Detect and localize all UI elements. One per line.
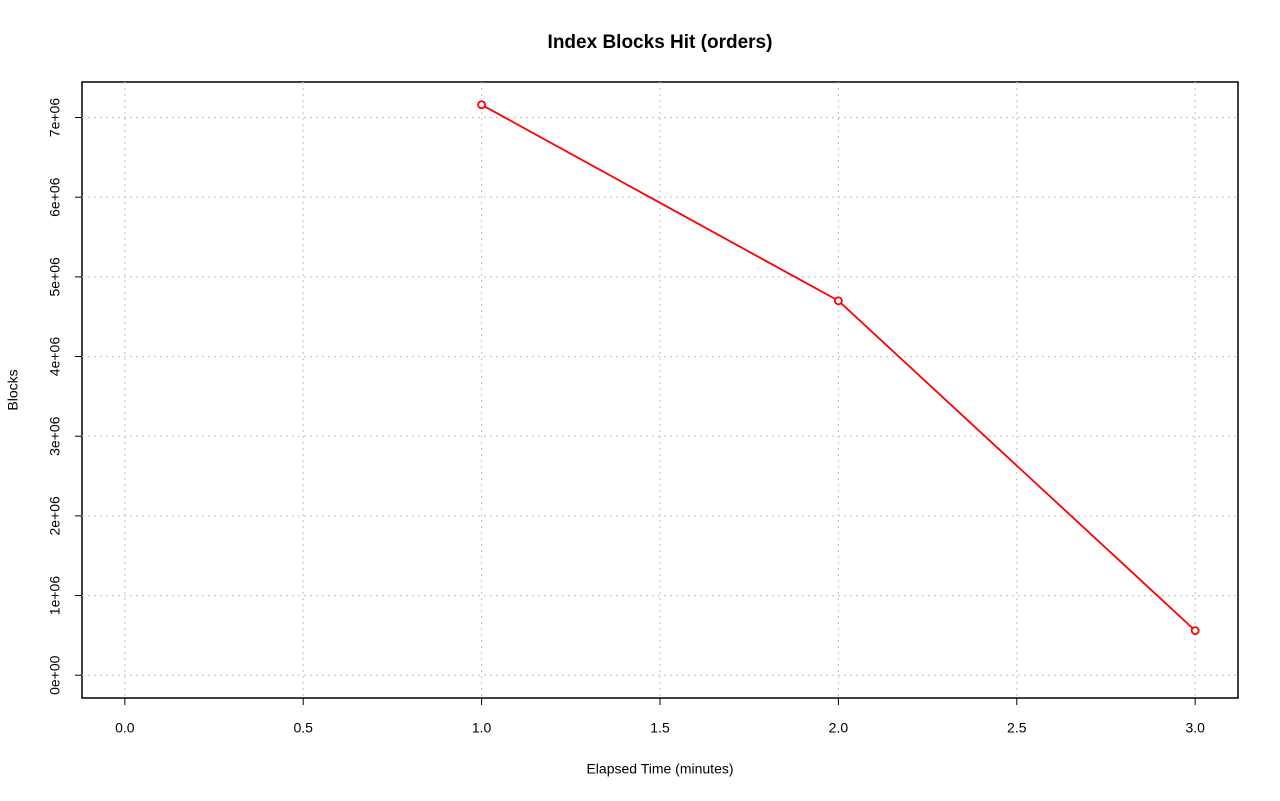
y-tick-label: 1e+06 (47, 576, 63, 616)
y-tick-label: 4e+06 (47, 337, 63, 377)
x-tick-label: 2.0 (829, 720, 849, 736)
x-tick-label: 1.0 (472, 720, 492, 736)
data-point (833, 296, 843, 306)
x-tick-label: 3.0 (1185, 720, 1205, 736)
x-axis-title: Elapsed Time (minutes) (586, 761, 733, 777)
data-point (477, 100, 487, 110)
y-tick-label: 7e+06 (47, 98, 63, 138)
x-tick-label: 1.5 (650, 720, 670, 736)
x-tick-label: 0.5 (293, 720, 313, 736)
y-tick-label: 0e+00 (47, 655, 63, 695)
y-tick-label: 3e+06 (47, 416, 63, 456)
x-tick-label: 0.0 (115, 720, 135, 736)
chart-title: Index Blocks Hit (orders) (548, 32, 773, 53)
y-axis-title: Blocks (5, 369, 21, 410)
y-tick-label: 2e+06 (47, 496, 63, 536)
x-tick-label: 2.5 (1007, 720, 1027, 736)
data-point (1190, 626, 1200, 636)
y-tick-label: 6e+06 (47, 177, 63, 217)
y-tick-label: 5e+06 (47, 257, 63, 297)
